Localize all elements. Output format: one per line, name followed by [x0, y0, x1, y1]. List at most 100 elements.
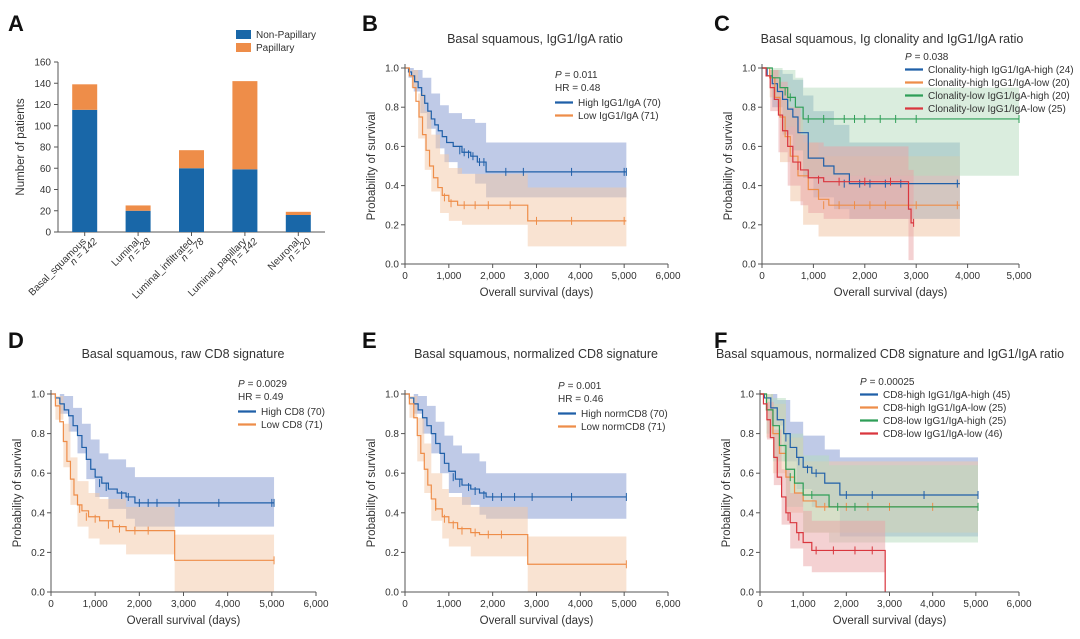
x-tick-label: 5,000 [1006, 271, 1031, 282]
x-tick-label: 4,000 [568, 599, 593, 610]
x-tick-label: 5,000 [963, 599, 988, 610]
y-tick-label: 0.0 [740, 588, 754, 599]
panel-letter-f: F [714, 328, 727, 353]
confidence-band [762, 68, 914, 261]
chart-title: Basal squamous, normalized CD8 signature [414, 347, 658, 361]
y-tick-label: 140 [34, 79, 51, 90]
confidence-band [760, 394, 886, 592]
y-tick-label: 0.8 [385, 429, 399, 440]
x-tick-label: 6,000 [303, 599, 328, 610]
y-tick-label: 0.4 [385, 508, 399, 519]
legend-label: CD8-high IgG1/IgA-high (45) [883, 390, 1010, 401]
panel-d: D Basal squamous, raw CD8 signature 0.0 0.2… [8, 328, 329, 627]
legend-swatch [236, 43, 251, 52]
y-tick-label: 0 [45, 228, 51, 239]
bar-papillary [125, 205, 151, 211]
survival-curve [760, 393, 978, 508]
p-value-text: = 0.0029 [248, 379, 288, 390]
p-value-annotation: P = 0.011 [555, 70, 598, 81]
y-tick-label: 20 [40, 206, 52, 217]
y-tick-label: 0.6 [385, 469, 399, 480]
x-tick-label: 1,000 [436, 271, 461, 282]
p-value-annotation: P = 0.0029 [238, 379, 287, 390]
x-tick-label: 2,000 [834, 599, 859, 610]
survival-curve [762, 67, 914, 224]
legend-label: High IgG1/IgA (70) [578, 98, 661, 109]
x-tick-label: 3,000 [524, 599, 549, 610]
bar-non-papillary [72, 109, 98, 232]
confidence-band [405, 68, 627, 198]
confidence-band [760, 394, 978, 549]
y-tick-label: 0.4 [742, 181, 756, 192]
legend-label: Non-Papillary [256, 30, 316, 41]
x-tick-label: 0 [757, 599, 763, 610]
y-tick-label: 0.6 [742, 142, 756, 153]
legend-label: High normCD8 (70) [581, 409, 668, 420]
survival-curve [405, 67, 627, 222]
bar-non-papillary [125, 210, 151, 232]
panel-letter-b: B [362, 11, 378, 36]
y-axis-title: Probability of survival [366, 112, 378, 221]
confidence-band [405, 394, 627, 592]
x-tick-label: 1,000 [791, 599, 816, 610]
y-tick-label: 0.0 [385, 260, 399, 271]
bar-papillary [179, 150, 204, 169]
legend-label: Clonality-high IgG1/IgA-low (20) [928, 78, 1070, 89]
y-tick-label: 0.0 [385, 588, 399, 599]
legend-label: CD8-high IgG1/IgA-low (25) [883, 403, 1006, 414]
y-axis-title: Probability of survival [12, 439, 24, 548]
x-tick-label: 1,000 [83, 599, 108, 610]
legend-label: Low CD8 (71) [261, 420, 323, 431]
p-value-text: = 0.001 [568, 381, 602, 392]
x-tick-label: 5,000 [259, 599, 284, 610]
confidence-band [405, 394, 627, 519]
y-tick-label: 80 [40, 143, 52, 154]
bar-non-papillary [285, 215, 311, 232]
chart-title: Basal squamous, IgG1/IgA ratio [447, 32, 623, 46]
y-tick-label: 1.0 [742, 64, 756, 75]
x-tick-label: 4,000 [568, 271, 593, 282]
y-tick-label: 1.0 [385, 64, 399, 75]
y-tick-label: 0.4 [31, 508, 45, 519]
p-symbol: P [860, 377, 867, 388]
p-symbol: P [558, 381, 565, 392]
chart-title: Basal squamous, Ig clonality and IgG1/Ig… [761, 32, 1024, 46]
legend-label: Low IgG1/IgA (71) [578, 111, 659, 122]
x-tick-label: 5,000 [612, 271, 637, 282]
y-axis-title: Probability of survival [721, 439, 733, 548]
p-symbol: P [905, 52, 912, 63]
legend-swatch [236, 30, 251, 39]
x-tick-label: 6,000 [655, 271, 680, 282]
x-tick-label: 1,000 [801, 271, 826, 282]
y-tick-label: 0.0 [31, 588, 45, 599]
y-tick-label: 1.0 [740, 390, 754, 401]
hazard-ratio-annotation: HR = 0.49 [238, 392, 284, 403]
bar-non-papillary [179, 168, 204, 232]
x-tick-label: 4,000 [920, 599, 945, 610]
x-tick-label: 5,000 [612, 599, 637, 610]
bar-papillary [72, 84, 98, 110]
x-tick-label: 0 [402, 271, 408, 282]
panel-letter-c: C [714, 11, 730, 36]
survival-curve [405, 393, 627, 498]
y-tick-label: 1.0 [385, 390, 399, 401]
x-tick-label: 4,000 [955, 271, 980, 282]
p-value-text: = 0.038 [915, 52, 949, 63]
x-tick-label: 1,000 [436, 599, 461, 610]
survival-curve [51, 393, 275, 504]
legend-label: Clonality-low IgG1/IgA-low (25) [928, 104, 1066, 115]
legend-label: High CD8 (70) [261, 407, 325, 418]
legend-label: CD8-low IgG1/IgA-high (25) [883, 416, 1006, 427]
legend-label: Papillary [256, 43, 294, 54]
x-tick-label: 2,000 [127, 599, 152, 610]
legend-label: Clonality-high IgG1/IgA-high (24) [928, 65, 1074, 76]
survival-curve [762, 67, 1019, 120]
y-tick-label: 0.8 [385, 103, 399, 114]
y-axis-title: Probability of survival [723, 112, 735, 221]
hazard-ratio-annotation: HR = 0.48 [555, 83, 601, 94]
y-tick-label: 0.6 [740, 469, 754, 480]
y-tick-label: 0.6 [31, 469, 45, 480]
x-axis-title: Overall survival (days) [480, 287, 594, 299]
chart-title: Basal squamous, raw CD8 signature [82, 347, 285, 361]
x-axis-title: Overall survival (days) [480, 615, 594, 627]
